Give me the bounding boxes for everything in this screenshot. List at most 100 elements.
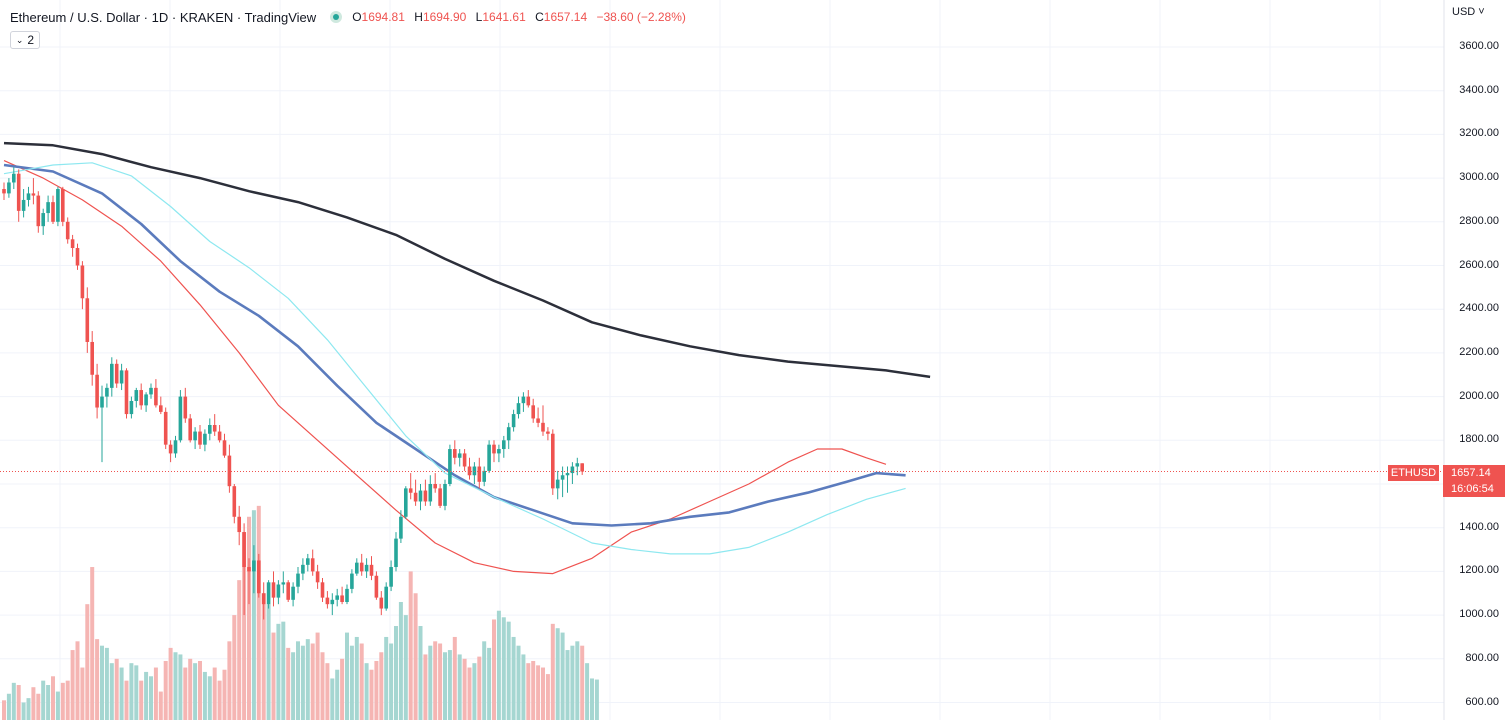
volume-bar <box>80 667 85 720</box>
volume-bar <box>394 626 398 720</box>
volume-bar <box>51 676 55 720</box>
candle <box>7 182 11 194</box>
candle <box>281 582 286 585</box>
volume-bar <box>526 663 531 720</box>
candle <box>168 444 173 454</box>
volume-bar <box>139 680 144 720</box>
volume-bar <box>501 617 506 720</box>
close-value: 1657.14 <box>543 10 588 24</box>
volume-bar <box>443 652 447 720</box>
candle <box>61 189 65 222</box>
volume-bar <box>511 636 516 720</box>
market-status-icon[interactable] <box>330 11 343 23</box>
candle <box>379 597 384 609</box>
volume-bar <box>168 647 173 720</box>
candle <box>154 387 158 406</box>
candle <box>448 449 452 484</box>
moving-average-line <box>3 160 887 575</box>
volume-bar <box>423 654 428 720</box>
volume-bar <box>242 532 247 720</box>
legend-title[interactable]: Ethereum / U.S. Dollar · 1D · KRAKEN · T… <box>10 9 317 25</box>
volume-bar <box>119 667 124 720</box>
candle <box>95 374 99 408</box>
candle <box>51 202 55 222</box>
candle <box>399 516 403 539</box>
price-axis-label: 2000.00 <box>1459 389 1499 402</box>
candle <box>252 560 256 572</box>
volume-bar <box>198 660 202 720</box>
symbol-name: Ethereum / U.S. Dollar <box>10 9 141 25</box>
volume-bar <box>541 667 545 720</box>
candle <box>521 396 526 404</box>
candle <box>119 370 124 384</box>
candle <box>129 400 134 415</box>
volume-bar <box>281 621 286 720</box>
candle <box>330 599 335 605</box>
volume-bar <box>188 658 193 720</box>
candle <box>369 564 374 576</box>
volume-bar <box>100 645 104 720</box>
volume-bar <box>90 567 95 720</box>
candle <box>374 575 379 598</box>
volume-bar <box>369 669 374 720</box>
price-axis-label: 3000.00 <box>1459 171 1499 184</box>
candle <box>134 390 139 401</box>
candle <box>467 466 472 476</box>
last-price-tag: 1657.14 <box>1443 465 1505 481</box>
candle <box>443 484 447 506</box>
price-axis-label: 1800.00 <box>1459 433 1499 446</box>
volume-bar <box>580 645 585 720</box>
volume-bar <box>477 656 482 720</box>
volume-bar <box>403 615 408 720</box>
candle <box>472 466 477 476</box>
volume-bar <box>256 505 261 720</box>
volume-bar <box>202 671 207 720</box>
candle <box>320 582 325 598</box>
candle <box>21 199 26 211</box>
candle <box>242 532 246 568</box>
ohlc-values: O1694.81 H1694.90 L1641.61 C1657.14 −38.… <box>352 10 686 24</box>
volume-bar <box>109 663 114 720</box>
candle <box>105 387 109 397</box>
exchange: KRAKEN <box>179 9 234 25</box>
candle <box>457 453 462 458</box>
volume-bar <box>575 641 580 720</box>
volume-bar <box>55 691 60 720</box>
candle <box>75 248 80 266</box>
candle <box>114 363 119 384</box>
volume-bar <box>428 645 433 720</box>
volume-bar <box>222 669 227 720</box>
candle <box>350 573 354 589</box>
candle <box>2 189 6 194</box>
candle <box>301 564 305 574</box>
indicators-toggle-button[interactable]: ⌄ 2 <box>10 31 40 49</box>
currency-selector[interactable]: USD ˅ <box>1452 6 1485 18</box>
candle <box>335 595 339 600</box>
volume-bar <box>286 647 291 720</box>
volume-bar <box>291 652 296 720</box>
candle <box>389 567 393 587</box>
candle <box>247 567 251 572</box>
price-axis-label: 3200.00 <box>1459 127 1499 140</box>
candle <box>188 418 192 441</box>
candle <box>502 440 506 450</box>
volume-bar <box>207 676 212 720</box>
candle <box>565 473 570 476</box>
volume-bar <box>305 639 310 720</box>
volume-bar <box>506 621 511 720</box>
volume-bar <box>163 660 168 720</box>
candle <box>163 411 168 445</box>
interval: 1D <box>151 9 169 25</box>
volume-bar <box>271 632 276 720</box>
candle <box>526 396 531 406</box>
volume-bar <box>144 671 149 720</box>
candle <box>418 490 423 502</box>
candle <box>65 221 70 240</box>
candle <box>560 475 565 480</box>
candle <box>506 427 511 441</box>
candle <box>482 470 486 482</box>
volume-bar <box>232 615 237 720</box>
candle <box>477 466 482 482</box>
volume-bar <box>296 641 300 720</box>
